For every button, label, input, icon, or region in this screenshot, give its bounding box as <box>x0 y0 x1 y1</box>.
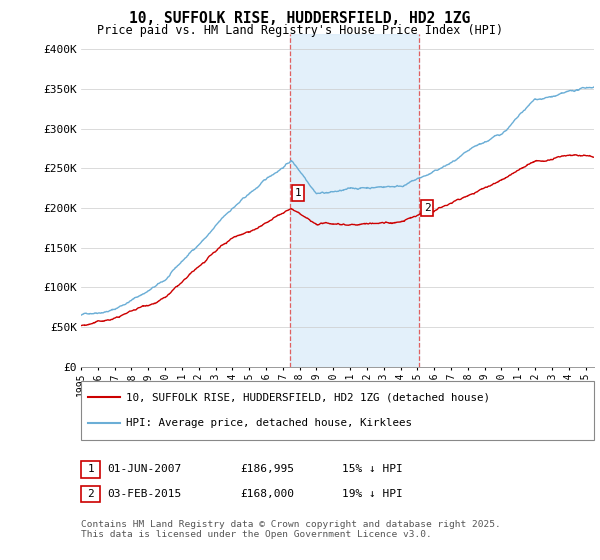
Text: 1: 1 <box>295 188 302 198</box>
Text: 01-JUN-2007: 01-JUN-2007 <box>107 464 181 474</box>
Text: 2: 2 <box>424 203 431 213</box>
Text: 1: 1 <box>87 464 94 474</box>
Text: 15% ↓ HPI: 15% ↓ HPI <box>342 464 403 474</box>
Text: 2: 2 <box>87 489 94 499</box>
Bar <box>290 34 419 367</box>
Text: 03-FEB-2015: 03-FEB-2015 <box>107 489 181 499</box>
Text: Price paid vs. HM Land Registry's House Price Index (HPI): Price paid vs. HM Land Registry's House … <box>97 24 503 36</box>
Text: 19% ↓ HPI: 19% ↓ HPI <box>342 489 403 499</box>
Text: 10, SUFFOLK RISE, HUDDERSFIELD, HD2 1ZG: 10, SUFFOLK RISE, HUDDERSFIELD, HD2 1ZG <box>130 11 470 26</box>
Text: £186,995: £186,995 <box>240 464 294 474</box>
Text: £168,000: £168,000 <box>240 489 294 499</box>
Text: 10, SUFFOLK RISE, HUDDERSFIELD, HD2 1ZG (detached house): 10, SUFFOLK RISE, HUDDERSFIELD, HD2 1ZG … <box>126 392 490 402</box>
Text: Contains HM Land Registry data © Crown copyright and database right 2025.
This d: Contains HM Land Registry data © Crown c… <box>81 520 501 539</box>
Text: HPI: Average price, detached house, Kirklees: HPI: Average price, detached house, Kirk… <box>126 418 412 428</box>
